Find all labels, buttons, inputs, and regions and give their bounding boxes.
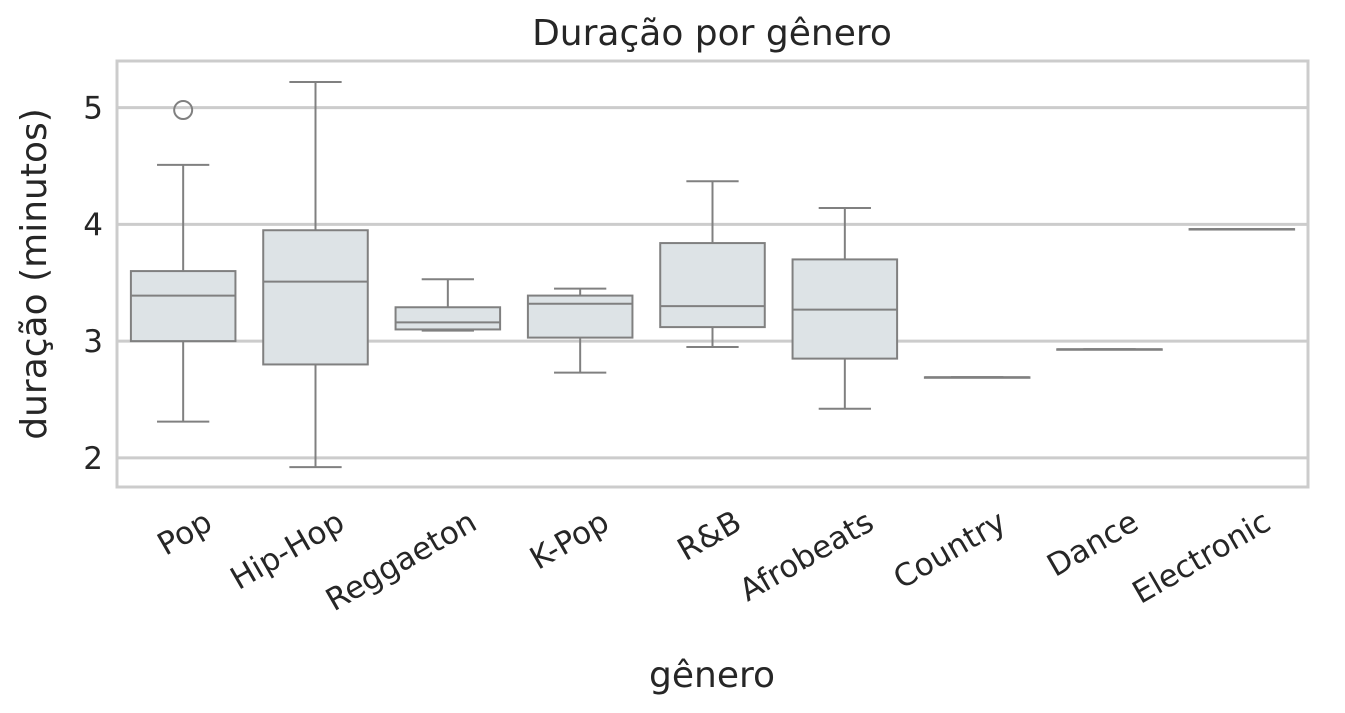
y-tick-label: 4 (83, 207, 103, 243)
iqr-box (262, 229, 369, 366)
y-tick-label: 2 (83, 441, 103, 477)
iqr-box (394, 306, 502, 331)
box-pop (129, 100, 237, 423)
x-tick-label: Reggaeton (320, 504, 483, 619)
iqr-box (526, 294, 634, 339)
x-tick-label: Pop (151, 504, 218, 563)
x-axis-label: gênero (649, 655, 775, 696)
box-hip-hop (262, 81, 369, 469)
x-tick-label: R&B (671, 504, 747, 569)
x-tick-label: K-Pop (524, 504, 615, 577)
y-tick-label: 5 (83, 91, 103, 127)
box-k-pop (526, 287, 634, 374)
iqr-box (129, 270, 237, 343)
iqr-box (659, 242, 766, 329)
y-tick-labels: 2 3 4 5 (83, 91, 103, 477)
box-afrobeats (791, 207, 899, 410)
y-axis-label: duração (minutos) (14, 108, 55, 440)
chart-title: Duração por gênero (532, 13, 892, 54)
x-tick-label: Dance (1041, 504, 1144, 584)
box-r-b (659, 180, 766, 348)
box-reggaeton (394, 278, 502, 332)
plot-frame (115, 59, 1310, 489)
x-tick-label: Electronic (1126, 504, 1276, 612)
y-tick-label: 3 (83, 324, 103, 360)
x-tick-label: Afrobeats (734, 504, 880, 609)
box-country (923, 376, 1031, 379)
box-dance (1056, 348, 1163, 351)
box-series (129, 81, 1296, 469)
outlier-point (173, 100, 194, 121)
x-tick-label: Country (888, 504, 1013, 597)
box-electronic (1188, 228, 1296, 231)
